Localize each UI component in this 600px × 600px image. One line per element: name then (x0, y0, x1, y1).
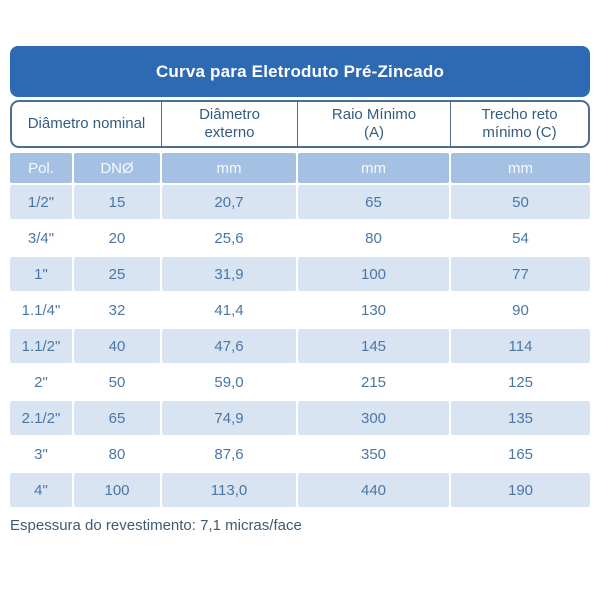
table-cell: 59,0 (162, 365, 296, 399)
table-cell: 65 (298, 185, 449, 219)
table-cell: 1/2" (10, 185, 72, 219)
table-cell: 1.1/2" (10, 329, 72, 363)
column-header-line: Raio Mínimo (331, 105, 417, 123)
table-cell: 2.1/2" (10, 401, 72, 435)
table-cell: 114 (451, 329, 590, 363)
table-row: 1.1/2" 40 47,6 145 114 (10, 329, 590, 363)
table-cell: 77 (451, 257, 590, 291)
table-cell: 145 (298, 329, 449, 363)
table-row: 3/4" 20 25,6 80 54 (10, 221, 590, 255)
column-header-line: Trecho reto (481, 105, 558, 123)
table-cell: 20,7 (162, 185, 296, 219)
table-cell: 1.1/4" (10, 293, 72, 327)
table-cell: 20 (74, 221, 160, 255)
table-cell: 1" (10, 257, 72, 291)
table-cell: 80 (74, 437, 160, 471)
table-cell: 32 (74, 293, 160, 327)
table-row: 1/2" 15 20,7 65 50 (10, 185, 590, 219)
table-cell: 4" (10, 473, 72, 507)
table-cell: 90 (451, 293, 590, 327)
unit-cell: DNØ (74, 153, 160, 183)
table-cell: 215 (298, 365, 449, 399)
table-cell: 74,9 (162, 401, 296, 435)
table-cell: 135 (451, 401, 590, 435)
column-header-line: externo (204, 124, 255, 141)
table-cell: 54 (451, 221, 590, 255)
table-cell: 50 (451, 185, 590, 219)
column-header-raio-minimo: Raio Mínimo (A) (297, 102, 450, 146)
column-header-trecho-reto: Trecho reto mínimo (C) (450, 102, 588, 146)
column-header-diametro-nominal: Diâmetro nominal (12, 102, 161, 146)
table-row: 3" 80 87,6 350 165 (10, 437, 590, 471)
table-cell: 25 (74, 257, 160, 291)
table-cell: 440 (298, 473, 449, 507)
column-header-diametro-externo: Diâmetro externo (161, 102, 297, 146)
table-row: 1.1/4" 32 41,4 130 90 (10, 293, 590, 327)
table-row: 2.1/2" 65 74,9 300 135 (10, 401, 590, 435)
column-header-row: Diâmetro nominal Diâmetro externo Raio M… (10, 100, 590, 148)
table-cell: 350 (298, 437, 449, 471)
table-row: 1" 25 31,9 100 77 (10, 257, 590, 291)
column-header-line: mínimo (C) (482, 124, 557, 141)
table-cell: 31,9 (162, 257, 296, 291)
page-title: Curva para Eletroduto Pré-Zincado (155, 61, 445, 81)
table-cell: 2" (10, 365, 72, 399)
table-cell: 113,0 (162, 473, 296, 507)
table-cell: 65 (74, 401, 160, 435)
column-header-line: (A) (364, 124, 384, 141)
unit-cell: mm (451, 153, 590, 183)
table-cell: 25,6 (162, 221, 296, 255)
table-cell: 100 (298, 257, 449, 291)
table-title-bar: Curva para Eletroduto Pré-Zincado (10, 46, 590, 97)
table-cell: 87,6 (162, 437, 296, 471)
table-row: 4" 100 113,0 440 190 (10, 473, 590, 507)
table-cell: 125 (451, 365, 590, 399)
table-cell: 40 (74, 329, 160, 363)
table-cell: 50 (74, 365, 160, 399)
table-cell: 3" (10, 437, 72, 471)
table-cell: 80 (298, 221, 449, 255)
unit-cell: Pol. (10, 153, 72, 183)
table-row: 2" 50 59,0 215 125 (10, 365, 590, 399)
unit-cell: mm (162, 153, 296, 183)
table-cell: 3/4" (10, 221, 72, 255)
table-cell: 100 (74, 473, 160, 507)
table-cell: 130 (298, 293, 449, 327)
table-cell: 41,4 (162, 293, 296, 327)
table-cell: 15 (74, 185, 160, 219)
column-header-line: Diâmetro nominal (27, 114, 146, 132)
coating-thickness-note: Espessura do revestimento: 7,1 micras/fa… (10, 517, 302, 534)
units-row: Pol. DNØ mm mm mm (10, 153, 590, 183)
table-cell: 300 (298, 401, 449, 435)
table-cell: 165 (451, 437, 590, 471)
unit-cell: mm (298, 153, 449, 183)
table-cell: 47,6 (162, 329, 296, 363)
column-header-line: Diâmetro (199, 105, 260, 123)
table-cell: 190 (451, 473, 590, 507)
